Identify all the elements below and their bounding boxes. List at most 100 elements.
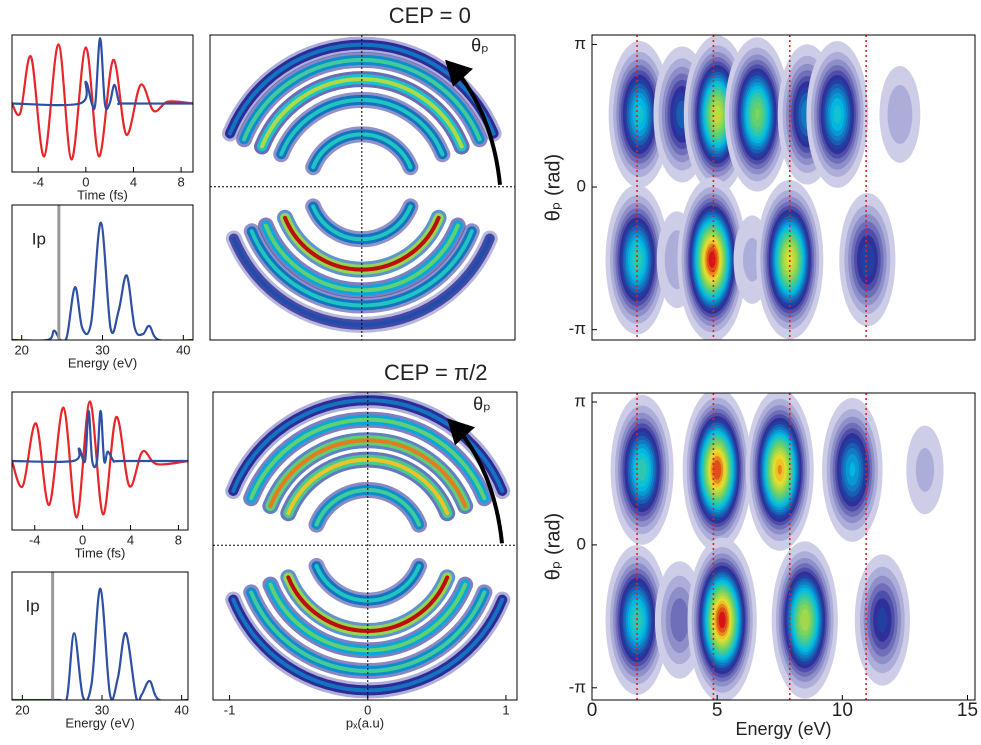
theta-arrowhead [445,59,473,87]
ring [305,126,419,176]
line [12,43,193,161]
x-tick-label: 20 [14,342,28,357]
line [12,587,188,700]
contour-level [849,462,856,477]
ring-core [249,417,487,501]
contour-level [708,251,716,268]
x-axis-label: Time (fs) [75,545,126,560]
y-tick-label: 0 [577,534,586,553]
x-tick-label: -4 [32,174,44,189]
x-tick-label: 4 [127,532,134,547]
ring-core [314,488,422,527]
panel-title: CEP = 0 [389,3,471,28]
x-tick-label: -4 [29,532,41,547]
theta-label: θₚ [473,394,491,414]
blob [822,397,883,542]
x-axis-label: Energy (eV) [65,715,134,730]
x-tick-label: -1 [224,702,236,717]
y-tick-label: 0 [577,177,586,196]
blob [605,184,669,335]
blob [906,425,944,515]
contour-level [860,242,875,277]
plot-area [605,393,944,700]
contour-level [777,464,782,475]
x-tick-label: 40 [174,702,188,717]
ring [280,569,456,639]
y-axis-label: θₚ (rad) [542,513,564,580]
line [12,400,188,519]
ring [280,451,456,522]
ring-core [268,582,468,653]
contour-level [635,105,644,124]
ring-core [249,229,474,308]
contour-level [718,611,726,629]
ring [257,217,466,299]
blob [724,37,790,192]
x-tick-label: 5 [712,700,723,721]
y-tick-label: π [574,392,586,411]
theta-arrow [455,70,502,186]
line [12,37,193,111]
frame [11,571,189,701]
theta-label: θₚ [471,36,489,56]
line [12,409,188,469]
contour-level [670,598,689,642]
plot-area [12,400,188,519]
x-tick-label: 0 [364,702,371,717]
ring [243,223,480,314]
blob [687,537,757,700]
x-axis-label: Time (fs) [77,187,128,202]
frame [591,34,976,341]
ring [225,591,511,699]
ring [308,482,428,533]
blob [839,193,896,327]
x-tick-label: 8 [177,174,184,189]
ring-core [283,215,441,272]
theta-arrowhead [447,418,475,446]
ip-label: Ip [26,596,40,615]
contour-level [713,460,722,480]
frame [212,391,518,701]
y-tick-label: π [574,34,586,53]
x-tick-label: 0 [82,174,89,189]
plot-area [12,37,193,161]
contour-level [877,607,888,633]
contour-level [800,608,810,632]
x-tick-label: 30 [95,342,109,357]
x-tick-label: 30 [95,702,109,717]
ring-core [231,597,505,693]
panel: π 0 -π θₚ (rad) [542,34,976,341]
panel: -4 0 4 8 Time (fs) [11,391,189,560]
ring-core [286,575,450,633]
y-tick-label: -π [569,319,586,338]
ring [243,584,493,680]
ring-core [311,132,413,170]
blob [879,65,921,163]
plot-area [12,205,193,340]
x-tick-label: 0 [79,532,86,547]
contour-level [637,458,647,481]
blob [608,40,671,188]
x-axis-label: pₓ(a.u) [346,715,384,730]
blob [677,177,747,340]
y-tick-label: -π [569,677,586,696]
ring-core [249,590,487,674]
ring [243,411,493,507]
contour-level [754,108,760,121]
blob [806,40,869,188]
panel: θₚ CEP = π/2 -1 0 1 pₓ(a.u) [212,360,518,730]
ring [308,558,428,609]
blob [854,554,911,686]
contour-level [713,105,722,124]
frame [209,34,516,341]
blob [682,393,752,552]
x-axis-label: Energy (eV) [68,355,137,370]
frame [11,391,189,531]
x-tick-label: 1 [502,702,509,717]
theta-arrow [457,429,504,544]
x-axis-label: Energy (eV) [735,719,831,739]
ip-label: Ip [32,229,46,248]
frame [591,392,976,701]
